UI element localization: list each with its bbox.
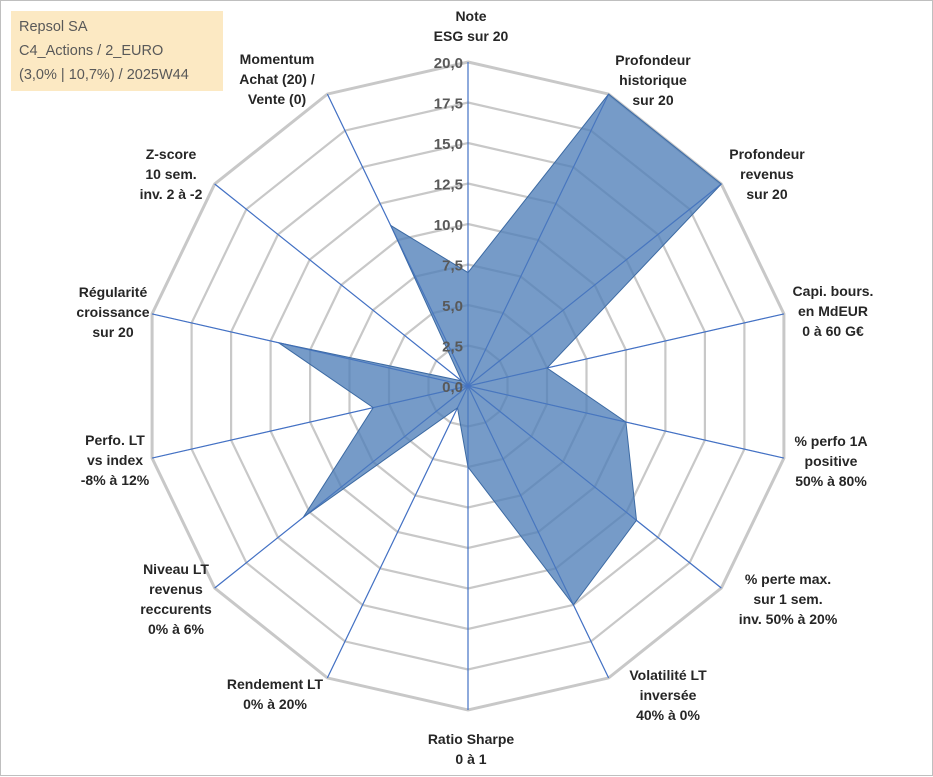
- axis-label-line: % perte max.: [745, 571, 831, 587]
- axis-label-line: Capi. bours.: [793, 283, 874, 299]
- axis-label-line: Profondeur: [615, 52, 691, 68]
- axis-label: Ratio Sharpe 0 à 1: [428, 731, 515, 767]
- axis-label: Z-score 10 sem. inv. 2 à -2: [140, 146, 203, 202]
- axis-label-line: Vente (0): [248, 91, 306, 107]
- axis-label-line: revenus: [740, 166, 794, 182]
- series-area: [279, 94, 722, 605]
- axis-label-line: revenus: [149, 581, 203, 597]
- axis-label: % perfo 1A positive 50% à 80%: [794, 433, 867, 489]
- tick-label: 5,0: [442, 298, 463, 315]
- axis-label-line: 50% à 80%: [795, 473, 867, 489]
- tick-label: 20,0: [434, 55, 463, 72]
- axis-label-line: inversée: [640, 687, 697, 703]
- axis-label-line: Niveau LT: [143, 561, 209, 577]
- axis-label: Capi. bours. en MdEUR 0 à 60 G€: [793, 283, 874, 339]
- axis-label-line: sur 20: [632, 92, 673, 108]
- axis-label-line: 10 sem.: [145, 166, 196, 182]
- axis-label: % perte max. sur 1 sem. inv. 50% à 20%: [739, 571, 838, 627]
- axis-label-line: Ratio Sharpe: [428, 731, 515, 747]
- axis-label: Perfo. LT vs index -8% à 12%: [81, 432, 150, 488]
- tick-label: 10,0: [434, 217, 463, 234]
- axis-label-line: Régularité: [79, 284, 148, 300]
- axis-label: Rendement LT 0% à 20%: [227, 676, 324, 712]
- axis-label-line: -8% à 12%: [81, 472, 150, 488]
- axis-label: Régularité croissance sur 20: [76, 284, 149, 340]
- axis-label-line: positive: [805, 453, 858, 469]
- axis-label-line: en MdEUR: [798, 303, 868, 319]
- axis-label-line: Profondeur: [729, 146, 805, 162]
- axis-label-line: % perfo 1A: [794, 433, 867, 449]
- axis-label-line: 0% à 20%: [243, 696, 307, 712]
- axis-label-line: historique: [619, 72, 687, 88]
- axis-label-line: sur 20: [92, 324, 133, 340]
- axis-label-line: 40% à 0%: [636, 707, 700, 723]
- axis-label: Niveau LT revenus reccurents 0% à 6%: [140, 561, 212, 637]
- axis-label-line: Rendement LT: [227, 676, 324, 692]
- axis-label-line: 0% à 6%: [148, 621, 205, 637]
- tick-label: 7,5: [442, 258, 463, 275]
- axis-label-line: 0 à 1: [455, 751, 486, 767]
- tick-label: 17,5: [434, 96, 463, 113]
- axis-label-line: Momentum: [240, 51, 315, 67]
- axis-label-line: reccurents: [140, 601, 212, 617]
- axis-label-line: croissance: [76, 304, 149, 320]
- axis-label-line: Perfo. LT: [85, 432, 145, 448]
- tick-label: 12,5: [434, 177, 463, 194]
- axis-label-line: Volatilité LT: [629, 667, 707, 683]
- tick-label: 0,0: [442, 379, 463, 396]
- axis-label: Profondeur revenus sur 20: [729, 146, 805, 202]
- axis-label-line: sur 1 sem.: [753, 591, 822, 607]
- axis-label: Volatilité LT inversée 40% à 0%: [629, 667, 707, 723]
- axis-label-line: Note: [455, 8, 486, 24]
- axis-label-line: inv. 50% à 20%: [739, 611, 838, 627]
- axis-label-line: vs index: [87, 452, 143, 468]
- tick-label: 2,5: [442, 339, 463, 356]
- axis-label: Momentum Achat (20) / Vente (0): [239, 51, 315, 107]
- tick-label: 15,0: [434, 136, 463, 153]
- axis-label-line: sur 20: [746, 186, 787, 202]
- axis-label: Profondeur historique sur 20: [615, 52, 691, 108]
- axis-label-line: Z-score: [146, 146, 197, 162]
- axis-label: Note ESG sur 20: [434, 8, 509, 44]
- axis-label-line: Achat (20) /: [239, 71, 315, 87]
- axis-label-line: ESG sur 20: [434, 28, 509, 44]
- axis-label-line: 0 à 60 G€: [802, 323, 864, 339]
- axis-label-line: inv. 2 à -2: [140, 186, 203, 202]
